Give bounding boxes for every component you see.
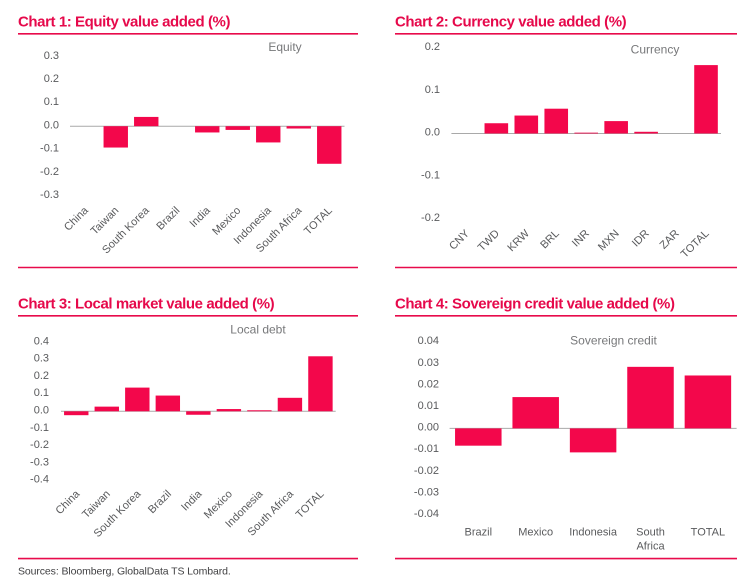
svg-text:Sources: Bloomberg, GlobalData: Sources: Bloomberg, GlobalData TS Lombar… bbox=[18, 566, 231, 578]
svg-text:TOTAL: TOTAL bbox=[691, 527, 725, 539]
svg-text:Chart 4: Sovereign credit valu: Chart 4: Sovereign credit value added (%… bbox=[395, 296, 675, 313]
svg-text:0.3: 0.3 bbox=[44, 50, 59, 62]
svg-text:-0.3: -0.3 bbox=[40, 189, 59, 201]
svg-text:Brazil: Brazil bbox=[465, 527, 493, 539]
svg-text:0.01: 0.01 bbox=[418, 400, 439, 412]
svg-text:Sovereign credit: Sovereign credit bbox=[570, 334, 657, 348]
svg-text:0.3: 0.3 bbox=[34, 353, 49, 365]
svg-text:-0.02: -0.02 bbox=[414, 465, 439, 477]
svg-text:-0.1: -0.1 bbox=[421, 169, 440, 181]
svg-text:0.1: 0.1 bbox=[34, 387, 49, 399]
svg-text:-0.2: -0.2 bbox=[40, 166, 59, 178]
svg-text:-0.2: -0.2 bbox=[30, 439, 49, 451]
svg-text:-0.4: -0.4 bbox=[30, 474, 49, 486]
svg-text:0.1: 0.1 bbox=[425, 84, 440, 96]
svg-text:-0.03: -0.03 bbox=[414, 486, 439, 498]
svg-text:0.4: 0.4 bbox=[34, 335, 49, 347]
svg-text:0.0: 0.0 bbox=[44, 119, 59, 131]
svg-text:Indonesia: Indonesia bbox=[569, 527, 618, 539]
svg-text:Local debt: Local debt bbox=[230, 323, 286, 337]
svg-text:0.1: 0.1 bbox=[44, 96, 59, 108]
svg-text:0.04: 0.04 bbox=[418, 335, 439, 347]
svg-text:Chart 2: Currency value added: Chart 2: Currency value added (%) bbox=[395, 14, 627, 31]
svg-text:0.2: 0.2 bbox=[425, 41, 440, 53]
svg-text:Mexico: Mexico bbox=[518, 527, 553, 539]
svg-text:Chart 1: Equity value added (%: Chart 1: Equity value added (%) bbox=[18, 14, 230, 31]
svg-text:0.0: 0.0 bbox=[425, 127, 440, 139]
svg-text:0.00: 0.00 bbox=[418, 422, 439, 434]
svg-text:-0.1: -0.1 bbox=[40, 143, 59, 155]
svg-text:Equity: Equity bbox=[268, 40, 301, 54]
svg-text:-0.3: -0.3 bbox=[30, 456, 49, 468]
svg-text:0.03: 0.03 bbox=[418, 357, 439, 369]
svg-text:-0.2: -0.2 bbox=[421, 212, 440, 224]
svg-text:-0.04: -0.04 bbox=[414, 508, 439, 520]
svg-text:-0.01: -0.01 bbox=[414, 443, 439, 455]
svg-text:0.2: 0.2 bbox=[44, 73, 59, 85]
svg-text:0.02: 0.02 bbox=[418, 378, 439, 390]
svg-text:-0.1: -0.1 bbox=[30, 422, 49, 434]
svg-text:Africa: Africa bbox=[636, 541, 665, 553]
svg-text:South: South bbox=[636, 527, 665, 539]
svg-text:0.0: 0.0 bbox=[34, 405, 49, 417]
svg-text:Chart 3: Local market value ad: Chart 3: Local market value added (%) bbox=[18, 296, 275, 313]
svg-text:Currency: Currency bbox=[631, 43, 680, 57]
svg-text:0.2: 0.2 bbox=[34, 370, 49, 382]
